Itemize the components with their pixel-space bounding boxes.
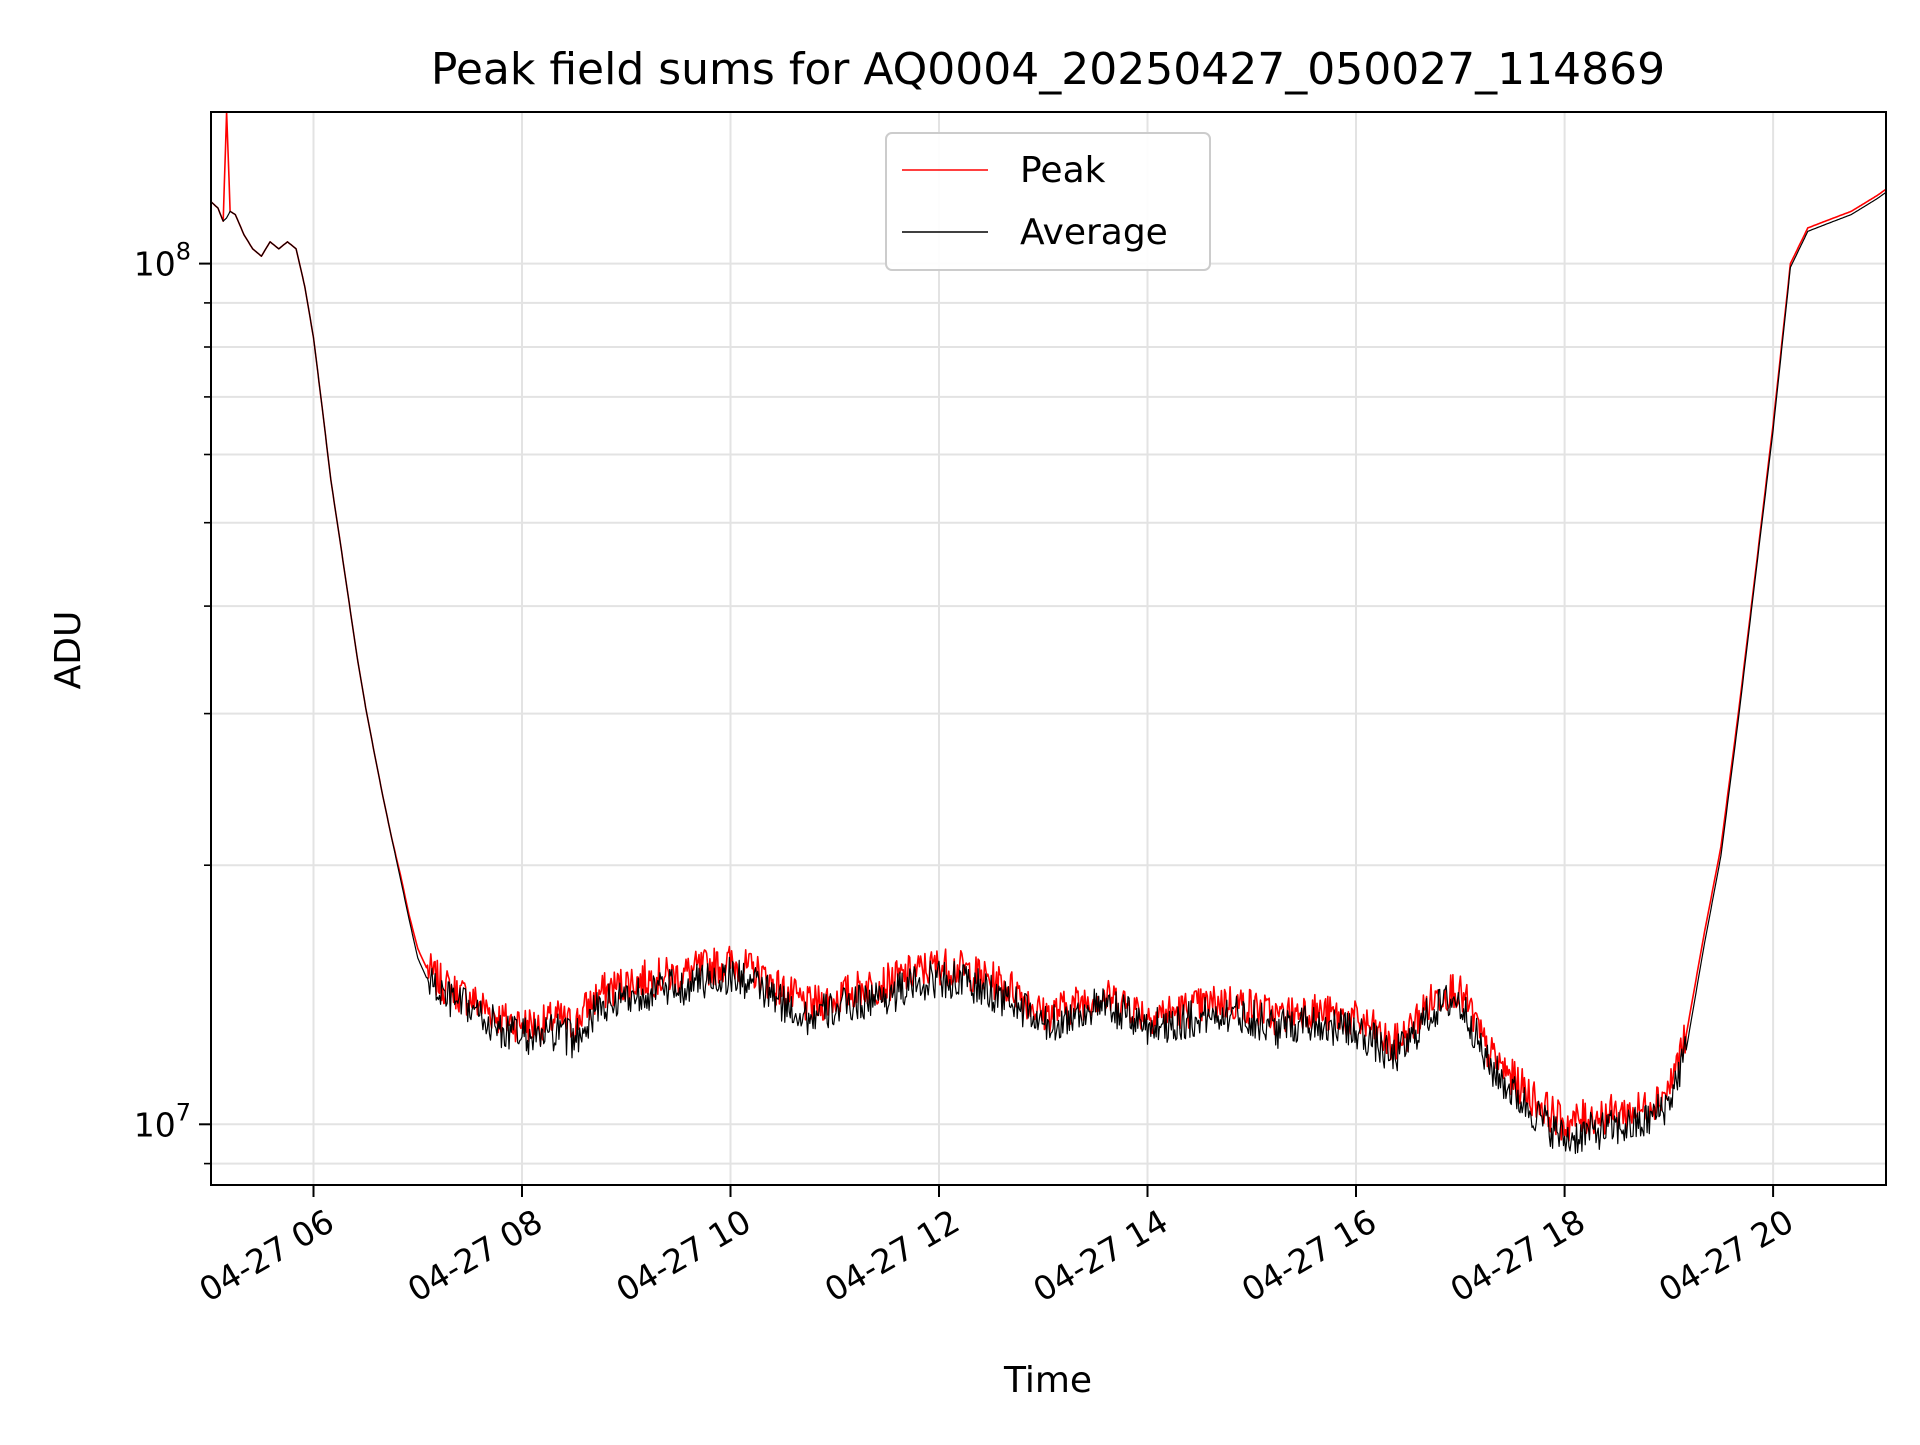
legend: Peak Average xyxy=(885,132,1211,271)
chart-title: Peak field sums for AQ0004_20250427_0500… xyxy=(431,44,1665,95)
plot-frame xyxy=(210,111,1887,1186)
legend-box xyxy=(885,132,1211,271)
legend-label-peak: Peak xyxy=(1020,150,1106,191)
series-line-average xyxy=(210,191,1887,1155)
legend-label-average: Average xyxy=(1020,212,1168,253)
y-axis-label: ADU xyxy=(48,611,89,690)
x-axis-label: Time xyxy=(1003,1360,1092,1401)
series-lines xyxy=(210,111,1887,1155)
